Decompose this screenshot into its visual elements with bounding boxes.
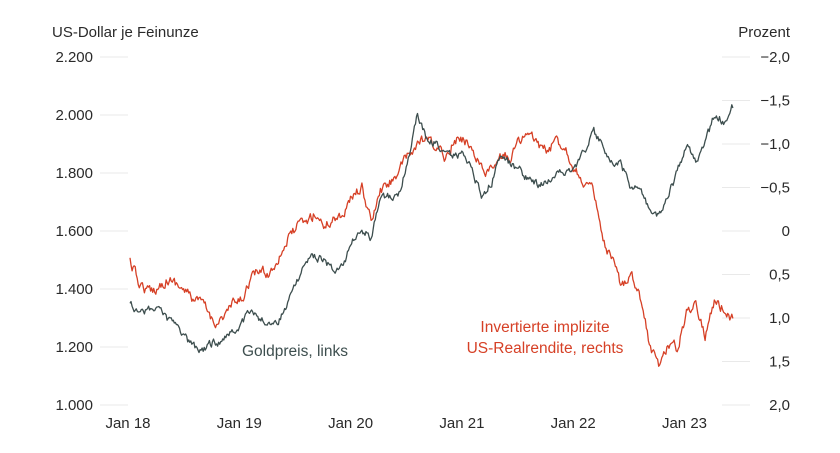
left-axis-title: US-Dollar je Feinunze	[52, 24, 199, 41]
left-tick-label: 1.200	[55, 339, 93, 356]
x-tick-label: Jan 19	[217, 415, 262, 432]
left-tick-label: 2.000	[55, 107, 93, 124]
real-yield-series-line	[129, 131, 734, 367]
right-tick-label: 0	[782, 223, 790, 240]
x-tick-label: Jan 18	[105, 415, 150, 432]
left-tick-label: 1.000	[55, 397, 93, 414]
gold-series-line	[129, 104, 734, 354]
left-tick-label: 1.400	[55, 281, 93, 298]
right-tick-label: −0,5	[760, 180, 790, 197]
right-tick-label: 1,0	[769, 310, 790, 327]
real-series-label-line2: US-Realrendite, rechts	[467, 340, 624, 357]
right-tick-label: −1,0	[760, 136, 790, 153]
right-tick-label: 2,0	[769, 397, 790, 414]
right-tick-label: 1,5	[769, 354, 790, 371]
x-tick-label: Jan 23	[662, 415, 707, 432]
right-tick-label: −2,0	[760, 49, 790, 66]
left-tick-label: 1.800	[55, 165, 93, 182]
real-series-label-line1: Invertierte implizite	[480, 319, 609, 336]
series-layer	[129, 104, 734, 367]
right-tick-label: −1,5	[760, 93, 790, 110]
right-axis-title: Prozent	[738, 24, 791, 41]
x-tick-label: Jan 22	[551, 415, 596, 432]
x-tick-label: Jan 21	[439, 415, 484, 432]
x-tick-label: Jan 20	[328, 415, 373, 432]
right-tick-label: 0,5	[769, 267, 790, 284]
gold-series-label: Goldpreis, links	[242, 343, 348, 360]
grid-layer	[100, 56, 750, 406]
left-tick-label: 2.200	[55, 49, 93, 66]
tick-layer: 2.200 2.000 1.800 1.600 1.400 1.200 1.000 −2,0 −…	[55, 49, 790, 432]
left-tick-label: 1.600	[55, 223, 93, 240]
